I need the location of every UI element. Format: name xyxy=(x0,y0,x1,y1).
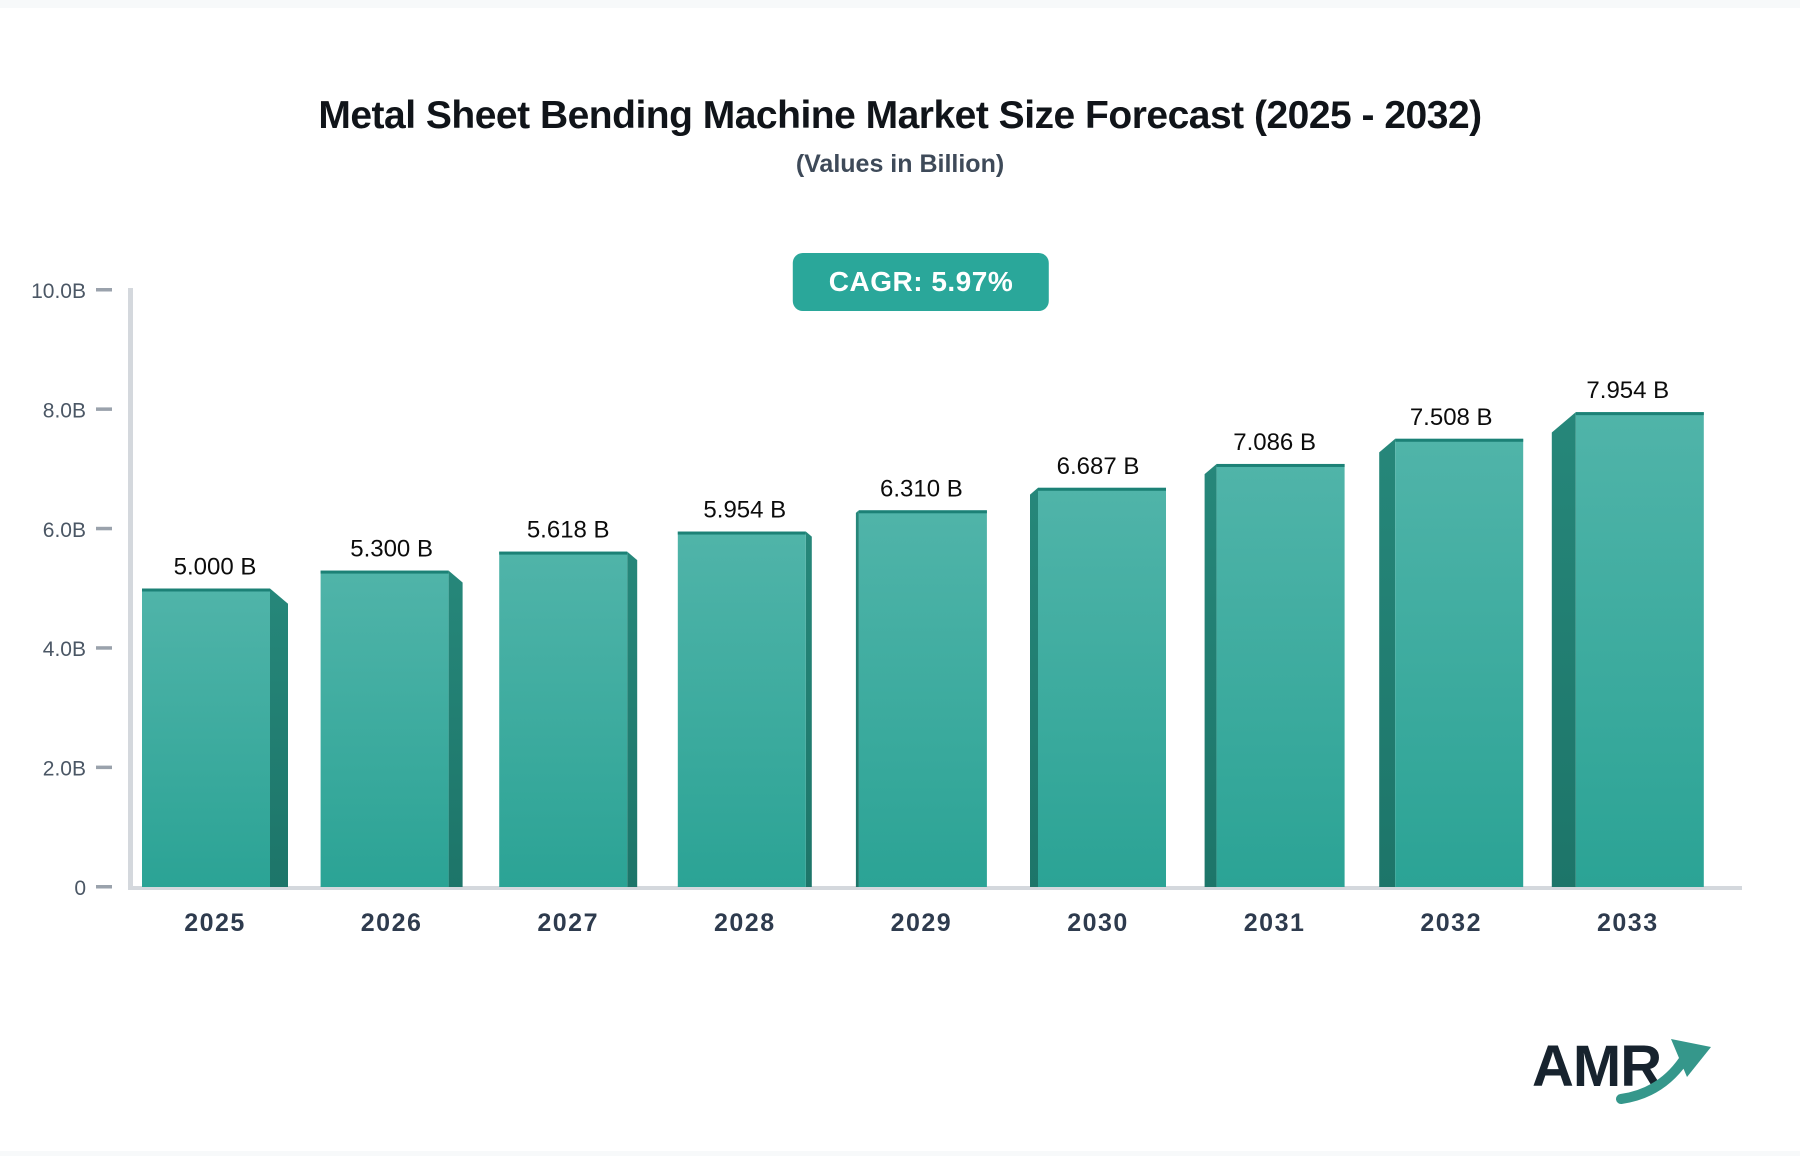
page-top-strip xyxy=(0,0,1800,8)
y-axis-tick xyxy=(96,288,112,292)
bar-side-face xyxy=(270,588,288,887)
amr-logo-text: AMR xyxy=(1532,1034,1662,1099)
bar-2033 xyxy=(1551,412,1704,887)
bar-2026 xyxy=(320,570,463,887)
bar-value-label: 7.508 B xyxy=(1410,404,1493,431)
bar-side-face xyxy=(1551,412,1576,887)
x-axis-line xyxy=(128,886,1742,890)
y-axis-tick xyxy=(96,526,112,531)
y-axis-tick-label: 6.0B xyxy=(43,519,86,542)
bar-2027 xyxy=(499,551,638,887)
bar-side-face xyxy=(855,510,859,887)
cagr-badge-label: CAGR: 5.97% xyxy=(828,266,1014,297)
bar-value-label: 5.000 B xyxy=(174,554,257,581)
bar-front-face xyxy=(858,510,987,887)
bar-value-label: 5.954 B xyxy=(703,497,786,524)
x-axis-label: 2033 xyxy=(1597,909,1659,937)
bar-value-label: 6.310 B xyxy=(880,475,963,502)
page-bottom-strip xyxy=(0,1151,1800,1156)
bar-2030 xyxy=(1030,487,1166,887)
bar-value-label: 7.086 B xyxy=(1233,429,1316,456)
bar-top-edge xyxy=(858,510,987,514)
y-axis-line xyxy=(128,288,133,890)
bar-side-face xyxy=(1030,487,1038,887)
y-axis-tick xyxy=(96,765,112,770)
bar-2032 xyxy=(1379,438,1524,887)
cagr-badge: CAGR: 5.97% xyxy=(792,253,1050,311)
x-axis-label: 2025 xyxy=(184,909,246,937)
x-axis-label: 2030 xyxy=(1067,909,1129,937)
bar-side-face xyxy=(448,570,463,887)
bar-top-edge xyxy=(1038,487,1166,491)
bar-front-face xyxy=(320,570,449,887)
bar-value-label: 6.687 B xyxy=(1057,453,1140,480)
axes-layer xyxy=(96,288,1742,890)
bar-front-face xyxy=(677,531,806,887)
bars-layer xyxy=(142,412,1704,887)
y-axis-tick xyxy=(96,407,112,411)
chart-subtitle: (Values in Billion) xyxy=(795,150,1005,178)
bar-top-edge xyxy=(677,531,806,535)
bar-front-face xyxy=(499,551,628,887)
bar-top-edge xyxy=(1216,463,1345,467)
bar-front-face xyxy=(1575,412,1704,887)
x-axis-label: 2031 xyxy=(1244,909,1306,937)
y-axis-tick-label: 2.0B xyxy=(43,758,86,781)
bar-side-face xyxy=(1204,463,1217,887)
bar-value-label: 5.618 B xyxy=(527,517,610,544)
x-axis-label: 2027 xyxy=(537,909,599,937)
labels-layer: 0 2.0B 4.0B 6.0B 8.0B 10.0B 5.000 B 2025 5.300 B… xyxy=(31,280,1669,937)
y-axis-tick xyxy=(96,646,112,650)
amr-logo: AMR xyxy=(1532,1033,1717,1108)
bar-value-label: 5.300 B xyxy=(350,536,433,563)
bar-side-face xyxy=(627,551,638,887)
y-axis-tick xyxy=(96,885,112,889)
bar-top-edge xyxy=(1395,438,1524,442)
y-axis-tick-label: 4.0B xyxy=(43,638,86,661)
bar-side-face xyxy=(805,531,812,887)
bar-top-edge xyxy=(499,551,628,555)
bar-top-edge xyxy=(1575,412,1704,416)
bar-front-face xyxy=(1038,487,1166,887)
y-axis-tick-label: 10.0B xyxy=(31,280,86,303)
y-axis-tick-label: 8.0B xyxy=(43,399,86,422)
x-axis-label: 2029 xyxy=(891,909,953,937)
x-axis-label: 2032 xyxy=(1420,909,1482,937)
bar-top-edge xyxy=(142,588,270,592)
bar-2031 xyxy=(1204,463,1345,887)
bar-front-face xyxy=(142,588,270,887)
bar-value-label: 7.954 B xyxy=(1586,377,1669,404)
bar-2025 xyxy=(142,588,288,887)
bar-side-face xyxy=(1379,438,1396,887)
bar-top-edge xyxy=(320,570,449,574)
bar-2028 xyxy=(677,531,812,887)
x-axis-label: 2028 xyxy=(714,909,776,937)
x-axis-label: 2026 xyxy=(361,909,423,937)
bar-front-face xyxy=(1395,438,1524,887)
growth-arrow-icon xyxy=(1616,1039,1711,1104)
bar-2029 xyxy=(855,510,987,887)
y-axis-tick-label: 0 xyxy=(74,877,86,900)
bar-front-face xyxy=(1216,463,1345,887)
chart-title: Metal Sheet Bending Machine Market Size … xyxy=(318,94,1482,137)
